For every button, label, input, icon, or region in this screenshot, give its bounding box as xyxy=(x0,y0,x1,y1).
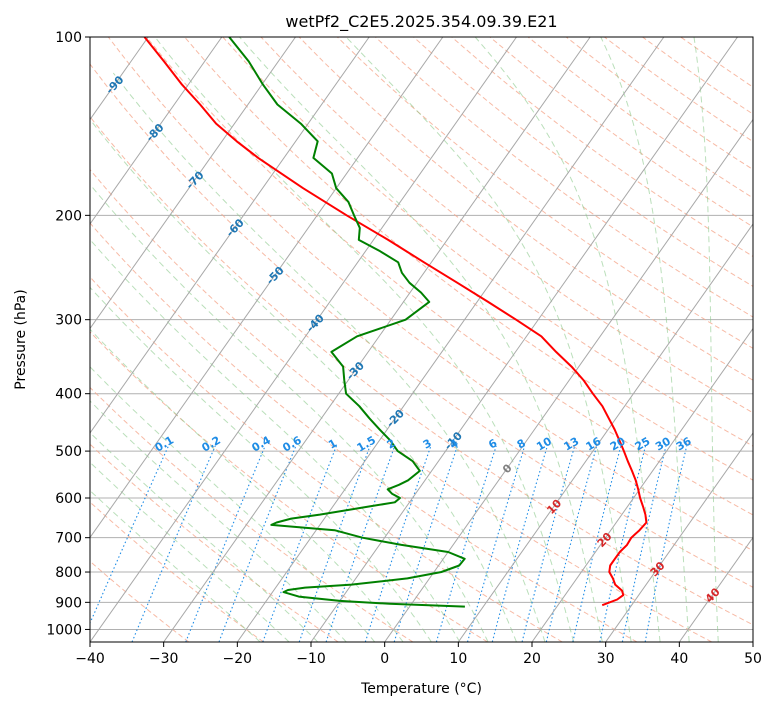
dry-adiabat xyxy=(337,37,775,642)
mixing-ratio-line xyxy=(82,446,169,642)
mixing-ratio-line xyxy=(468,446,525,642)
mixing-ratio-line xyxy=(645,446,687,642)
moist-adiabats xyxy=(0,37,718,642)
mixing-ratio-line xyxy=(132,446,215,642)
mixing-ratio-line xyxy=(299,446,370,642)
y-tick-label: 300 xyxy=(55,313,82,329)
isotherm xyxy=(0,37,75,642)
isotherm-label: -40 xyxy=(304,311,327,335)
y-tick-label: 100 xyxy=(55,30,82,46)
moist-adiabat xyxy=(0,293,318,642)
moist-adiabat xyxy=(346,37,631,642)
moist-adiabat xyxy=(86,114,517,642)
dry-adiabat xyxy=(261,37,775,642)
mixing-ratio-label: 6 xyxy=(486,436,499,451)
y-tick-label: 500 xyxy=(55,444,82,460)
mixing-ratio-line xyxy=(546,446,596,642)
dry-adiabat xyxy=(0,37,488,642)
chart-title: wetPf2_C2E5.2025.354.09.39.E21 xyxy=(285,12,557,32)
moist-adiabat xyxy=(155,37,574,642)
moist-adiabat xyxy=(62,150,488,642)
dry-adiabat xyxy=(452,37,775,642)
y-tick-label: 200 xyxy=(55,208,82,224)
x-tick-label: 10 xyxy=(449,651,467,667)
isotherm xyxy=(164,37,591,642)
x-tick-label: 50 xyxy=(744,651,762,667)
dry-adiabat xyxy=(0,37,637,642)
x-tick-label: 20 xyxy=(523,651,541,667)
x-axis-ticks: −40 −30 −20 −10 0 10 20 30 40 50 xyxy=(75,642,762,667)
y-tick-label: 600 xyxy=(55,491,82,507)
x-tick-label: 30 xyxy=(597,651,615,667)
dry-adiabat xyxy=(643,37,775,642)
plot-area xyxy=(0,37,775,642)
isotherm-label: -30 xyxy=(344,359,367,383)
isotherms xyxy=(0,37,775,642)
y-tick-label: 700 xyxy=(55,531,82,547)
mixing-ratio-line xyxy=(326,446,395,642)
dry-adiabat xyxy=(147,37,775,642)
x-tick-label: −30 xyxy=(149,651,179,667)
isotherm xyxy=(753,37,775,642)
isotherm-label: -60 xyxy=(224,216,247,240)
mixing-ratio-line xyxy=(436,446,496,642)
y-tick-label: 1000 xyxy=(46,622,82,638)
x-tick-label: 40 xyxy=(670,651,688,667)
y-tick-label: 400 xyxy=(55,387,82,403)
isotherm-label: 30 xyxy=(648,559,668,579)
dry-adiabats xyxy=(0,37,775,642)
x-tick-label: 0 xyxy=(380,651,389,667)
mixing-ratio-label: 3 xyxy=(421,437,434,452)
dry-adiabat xyxy=(0,37,338,642)
isotherm xyxy=(679,37,775,642)
isotherm-label: -20 xyxy=(384,407,407,431)
isotherm-label: 10 xyxy=(544,497,564,517)
moist-adiabat xyxy=(694,37,718,642)
pressure-gridlines xyxy=(90,37,753,629)
isotherm xyxy=(0,37,1,642)
x-tick-label: −10 xyxy=(296,651,326,667)
isotherm xyxy=(311,37,738,642)
isotherm-label: -50 xyxy=(264,264,287,288)
x-tick-label: −40 xyxy=(75,651,105,667)
x-axis-label: Temperature (°C) xyxy=(360,681,482,697)
isotherm-label: -80 xyxy=(143,121,166,145)
isotherm xyxy=(0,37,296,642)
mixing-ratio-line xyxy=(263,446,337,642)
moist-adiabat xyxy=(24,209,432,642)
moist-adiabat xyxy=(0,311,289,642)
y-axis-ticks: 100 200 300 400 500 600 700 800 900 1000 xyxy=(46,30,90,638)
dry-adiabat xyxy=(0,37,712,642)
mixing-ratio-line xyxy=(622,446,666,642)
y-axis-label: Pressure (hPa) xyxy=(13,289,29,389)
moist-adiabat xyxy=(475,37,660,642)
plot-frame xyxy=(90,37,753,642)
mixing-ratio-line xyxy=(186,446,265,642)
mixing-ratio-line xyxy=(522,446,575,642)
y-tick-label: 800 xyxy=(55,565,82,581)
isotherm xyxy=(237,37,664,642)
y-tick-label: 900 xyxy=(55,595,82,611)
isotherm-label: -90 xyxy=(103,73,126,97)
isotherm-label: 20 xyxy=(595,530,615,550)
isotherm-label: 0 xyxy=(500,461,515,476)
moist-adiabat xyxy=(601,37,689,642)
dry-adiabat xyxy=(681,37,775,642)
dry-adiabat xyxy=(0,37,264,642)
isotherm xyxy=(16,37,443,642)
isotherm xyxy=(0,37,369,642)
dry-adiabat xyxy=(490,37,775,642)
isotherm-label: -70 xyxy=(183,168,206,192)
x-tick-label: −20 xyxy=(223,651,253,667)
mixing-ratio-line xyxy=(492,446,547,642)
